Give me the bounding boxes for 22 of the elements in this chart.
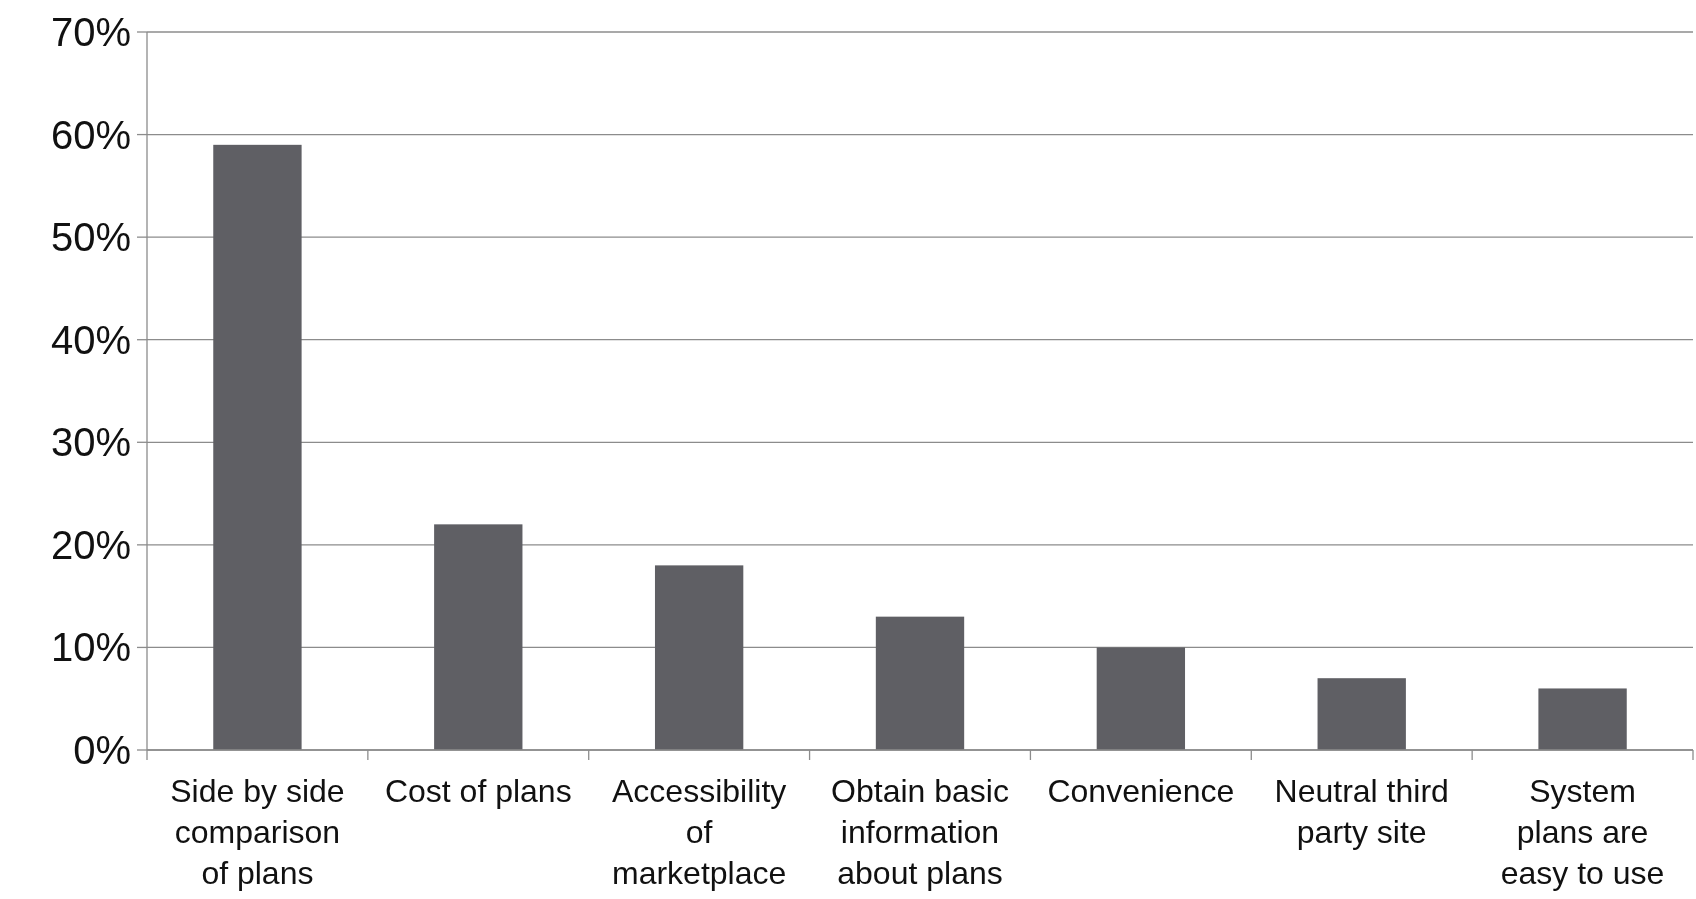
x-tick-label: System plans are easy to use	[1500, 773, 1665, 891]
x-tick-label: Obtain basic information about plans	[831, 773, 1009, 891]
x-tick-label: Neutral third party site	[1274, 773, 1449, 850]
x-tick-label: Cost of plans	[384, 773, 572, 809]
bar	[434, 524, 523, 750]
y-tick-label: 50%	[50, 215, 131, 260]
x-tick-label: Accessibility of marketplace	[611, 773, 787, 891]
y-tick-label: 0%	[73, 728, 131, 772]
bar	[654, 565, 744, 750]
bar	[1538, 688, 1627, 750]
y-tick-label: 30%	[50, 420, 131, 465]
x-tick-label: Side by side comparison of plans	[170, 773, 345, 891]
x-tick-label: Convenience	[1047, 773, 1235, 809]
y-tick-label: 10%	[50, 625, 131, 670]
bar	[875, 616, 965, 750]
y-tick-label: 20%	[50, 522, 131, 567]
y-tick-label: 40%	[50, 317, 131, 362]
bar	[1317, 678, 1406, 750]
bar	[1096, 647, 1186, 750]
y-tick-label: 60%	[50, 112, 131, 157]
bar	[213, 144, 302, 750]
y-tick-label: 70%	[50, 10, 131, 54]
